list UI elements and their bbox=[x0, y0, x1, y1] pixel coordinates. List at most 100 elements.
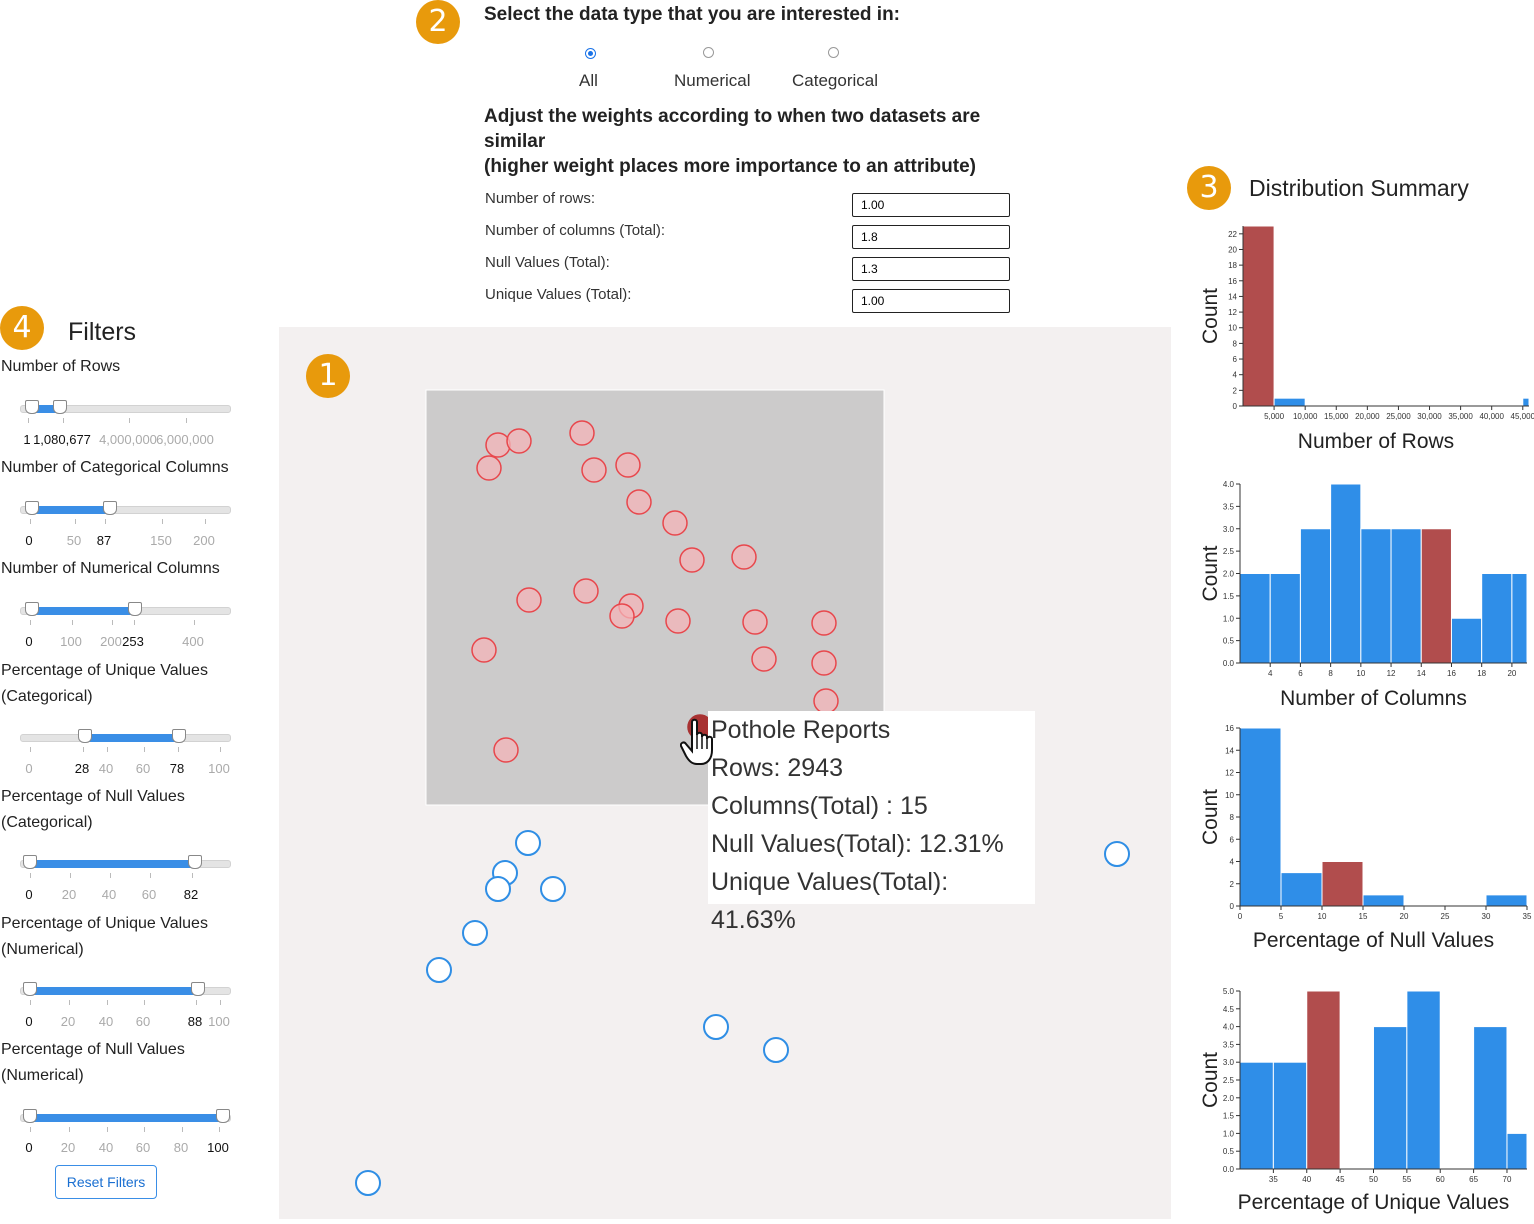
weight-nulls-input[interactable] bbox=[852, 257, 1010, 281]
slider-tick bbox=[30, 1000, 31, 1005]
x-axis-title: Percentage of Unique Values bbox=[1238, 1191, 1510, 1214]
slider-max-handle[interactable] bbox=[188, 855, 203, 869]
dataset-point[interactable] bbox=[426, 957, 452, 983]
x-tick-label: 20 bbox=[1507, 669, 1516, 678]
filter-range-slider[interactable] bbox=[20, 855, 231, 878]
radio-all[interactable] bbox=[585, 48, 596, 59]
slider-tick-label: 400 bbox=[182, 634, 204, 649]
slider-min-handle[interactable] bbox=[25, 602, 40, 616]
y-tick-label: 8 bbox=[1230, 813, 1235, 822]
dataset-point-selected[interactable] bbox=[742, 609, 768, 635]
reset-filters-button[interactable]: Reset Filters bbox=[55, 1165, 157, 1199]
radio-all-label[interactable]: All bbox=[579, 71, 598, 90]
dataset-point-selected[interactable] bbox=[811, 650, 837, 676]
dataset-point[interactable] bbox=[355, 1170, 381, 1196]
dataset-point[interactable] bbox=[485, 876, 511, 902]
y-tick-label: 16 bbox=[1225, 724, 1234, 733]
weight-rows-input[interactable] bbox=[852, 193, 1010, 217]
slider-max-handle[interactable] bbox=[190, 982, 205, 996]
slider-min-handle[interactable] bbox=[25, 400, 40, 414]
dataset-point-selected[interactable] bbox=[573, 578, 599, 604]
dataset-point-selected[interactable] bbox=[569, 420, 595, 446]
dataset-point[interactable] bbox=[540, 876, 566, 902]
dataset-point-selected[interactable] bbox=[493, 737, 519, 763]
radio-categorical-label[interactable]: Categorical bbox=[792, 71, 878, 90]
dataset-point-selected[interactable] bbox=[615, 452, 641, 478]
slider-max-handle[interactable] bbox=[215, 1109, 230, 1123]
dataset-point-selected[interactable] bbox=[665, 608, 691, 634]
dataset-point-selected[interactable] bbox=[662, 510, 688, 536]
slider-min-handle[interactable] bbox=[23, 1109, 38, 1123]
slider-tick bbox=[205, 519, 206, 524]
filter-range-slider[interactable] bbox=[20, 602, 231, 625]
slider-tick bbox=[107, 1000, 108, 1005]
x-tick-label: 30 bbox=[1482, 912, 1491, 921]
slider-max-handle[interactable] bbox=[171, 729, 186, 743]
slider-range-fill bbox=[29, 1114, 222, 1122]
dataset-point-selected[interactable] bbox=[609, 603, 635, 629]
filter-label: Number of Rows bbox=[1, 358, 121, 375]
dataset-point-selected[interactable] bbox=[811, 610, 837, 636]
filter-range-slider[interactable] bbox=[20, 501, 231, 524]
histogram-bar bbox=[1390, 528, 1422, 664]
histogram-bar bbox=[1450, 617, 1483, 664]
dataset-point-selected[interactable] bbox=[485, 432, 511, 458]
slider-max-handle[interactable] bbox=[52, 400, 67, 414]
dataset-point[interactable] bbox=[462, 920, 488, 946]
slider-min-handle[interactable] bbox=[23, 855, 38, 869]
weight-unique-input[interactable] bbox=[852, 289, 1010, 313]
slider-max-handle[interactable] bbox=[127, 602, 142, 616]
dataset-point-selected[interactable] bbox=[516, 587, 542, 613]
weight-columns-label: Number of columns (Total): bbox=[485, 222, 666, 239]
dataset-point-selected[interactable] bbox=[471, 637, 497, 663]
x-tick-label: 50 bbox=[1369, 1175, 1378, 1184]
slider-tick bbox=[150, 873, 151, 878]
x-tick-label: 40 bbox=[1302, 1175, 1311, 1184]
slider-tick bbox=[107, 747, 108, 752]
dataset-point-selected[interactable] bbox=[679, 547, 705, 573]
y-tick-label: 2 bbox=[1233, 386, 1238, 395]
slider-max-handle[interactable] bbox=[102, 501, 117, 515]
radio-categorical[interactable] bbox=[828, 47, 839, 58]
x-tick-label: 35 bbox=[1523, 912, 1532, 921]
slider-tick bbox=[162, 519, 163, 524]
slider-tick bbox=[219, 1127, 220, 1132]
histogram-bar bbox=[1269, 573, 1301, 664]
y-tick-label: 22 bbox=[1228, 230, 1237, 239]
dataset-point-selected[interactable] bbox=[581, 457, 607, 483]
y-tick-label: 1.0 bbox=[1223, 1129, 1235, 1138]
filter-range-slider[interactable] bbox=[20, 982, 231, 1005]
dataset-point-selected[interactable] bbox=[751, 646, 777, 672]
slider-tick bbox=[182, 1127, 183, 1132]
scatter-svg[interactable] bbox=[279, 327, 1171, 1219]
dataset-point[interactable] bbox=[763, 1037, 789, 1063]
dataset-point-selected[interactable] bbox=[506, 428, 532, 454]
dataset-point-selected[interactable] bbox=[813, 688, 839, 714]
dataset-point[interactable] bbox=[1104, 841, 1130, 867]
dataset-point-selected[interactable] bbox=[626, 489, 652, 515]
slider-min-handle[interactable] bbox=[23, 982, 38, 996]
x-tick-label: 8 bbox=[1328, 669, 1333, 678]
slider-min-handle[interactable] bbox=[25, 501, 40, 515]
slider-tick-label: 0 bbox=[25, 887, 33, 902]
slider-tick-label: 87 bbox=[96, 533, 112, 548]
filter-range-slider[interactable] bbox=[20, 400, 231, 423]
slider-tick-label: 20 bbox=[60, 1140, 76, 1155]
filter-range-slider[interactable] bbox=[20, 729, 231, 752]
dataset-point-selected[interactable] bbox=[476, 455, 502, 481]
radio-numerical[interactable] bbox=[703, 47, 714, 58]
y-tick-label: 14 bbox=[1228, 292, 1237, 301]
slider-tick bbox=[134, 620, 135, 625]
filter-range-slider[interactable] bbox=[20, 1109, 231, 1132]
weight-columns-input[interactable] bbox=[852, 225, 1010, 249]
dataset-point-selected[interactable] bbox=[731, 544, 757, 570]
slider-min-handle[interactable] bbox=[77, 729, 92, 743]
dataset-point[interactable] bbox=[703, 1014, 729, 1040]
y-tick-label: 3.5 bbox=[1223, 502, 1235, 511]
radio-numerical-label[interactable]: Numerical bbox=[674, 71, 751, 90]
dataset-point[interactable] bbox=[515, 830, 541, 856]
histogram-bar bbox=[1272, 1061, 1308, 1170]
slider-tick-label: 100 bbox=[60, 634, 82, 649]
slider-tick bbox=[30, 620, 31, 625]
